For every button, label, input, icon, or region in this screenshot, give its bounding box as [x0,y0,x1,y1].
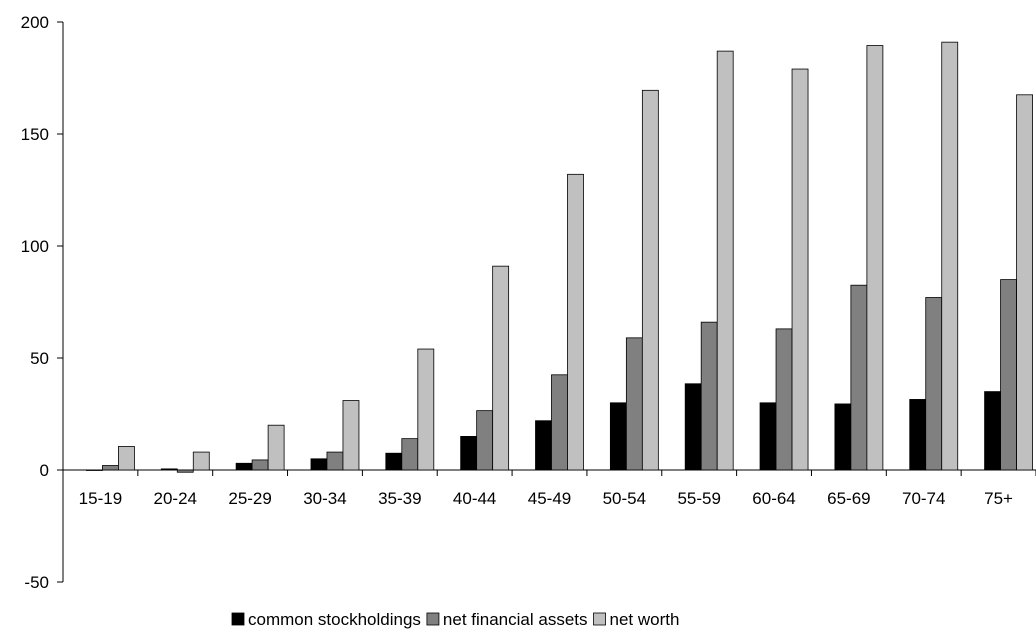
bar [492,265,510,471]
legend-swatch [426,612,440,626]
x-tick-label: 50-54 [603,489,646,508]
bar [86,469,103,471]
chart-tick-labels: -50 0 50 100 150 200 15-19 20-24 25-29 30-34 35-39… [21,13,1013,592]
x-tick-label: 65-69 [827,489,870,508]
bar [609,402,627,471]
x-tick-label: 60-64 [752,489,795,508]
bar [984,391,1001,471]
bar [567,173,584,471]
bar [925,297,943,471]
bar [850,284,868,471]
x-tick-label: 45-49 [528,489,571,508]
bar [118,446,135,471]
y-tick-label: 200 [21,13,49,32]
bar [866,45,884,471]
chart-legend: common stockholdings net financial assets… [231,610,680,629]
bar [385,452,403,471]
bar [625,337,643,471]
x-tick-label: 70-74 [902,489,945,508]
bar [1000,279,1017,471]
x-tick-label: 30-34 [303,489,346,508]
y-tick-label: -50 [24,573,49,592]
bar [535,420,552,471]
bar [909,399,927,471]
bar [834,403,852,471]
bar [310,458,328,471]
bar [759,402,777,471]
bar [251,459,269,471]
bar [684,383,702,471]
bar [417,348,435,471]
bar [460,435,478,471]
bar [476,410,494,471]
bar [551,374,568,471]
bar [775,328,793,471]
bar [342,400,360,471]
bar [192,451,210,471]
bar [267,424,285,471]
y-tick-label: 100 [21,237,49,256]
bar [235,462,253,471]
x-tick-label: 75+ [984,489,1013,508]
bar [401,438,419,471]
y-tick-label: 150 [21,125,49,144]
bar [791,68,809,471]
bar [102,465,119,471]
x-tick-label: 15-19 [79,489,122,508]
bar [641,89,659,471]
x-tick-label: 55-59 [677,489,720,508]
x-tick-label: 20-24 [154,489,197,508]
chart-bars [86,41,1033,473]
bar [700,321,718,471]
legend-swatch [231,612,245,626]
y-tick-label: 0 [40,461,49,480]
legend-label: net worth [610,610,680,629]
y-tick-label: 50 [30,349,49,368]
x-tick-label: 40-44 [453,489,496,508]
bar [941,41,959,471]
legend-label: net financial assets [443,610,588,629]
bar [176,469,194,473]
legend-swatch [593,612,606,626]
bar [160,468,178,471]
bar [716,50,734,471]
bar [1016,94,1033,471]
x-tick-label: 35-39 [378,489,421,508]
x-tick-label: 25-29 [228,489,271,508]
legend-label: common stockholdings [248,610,421,629]
bar [326,451,344,471]
